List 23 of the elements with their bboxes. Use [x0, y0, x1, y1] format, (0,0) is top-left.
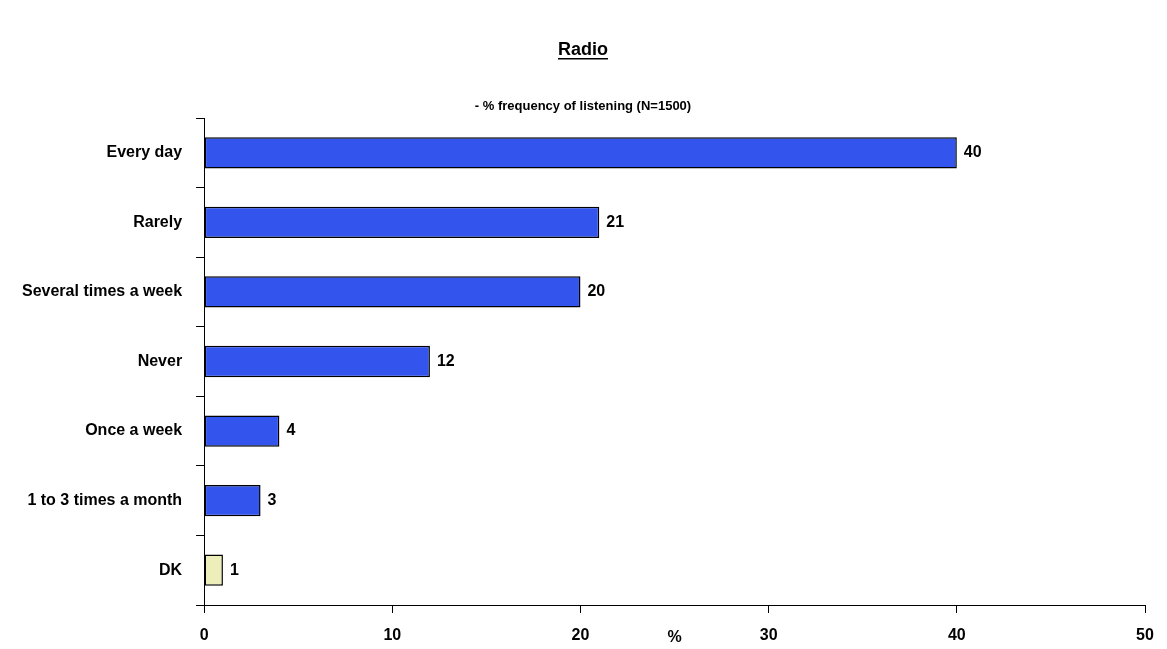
x-tick-label: 0: [199, 626, 209, 644]
x-tick-label: 20: [571, 626, 590, 644]
x-tick-label: 50: [1136, 626, 1154, 644]
x-axis-title: %: [667, 628, 682, 646]
data-label: 1: [229, 560, 239, 578]
y-tick-label: Rarely: [133, 212, 183, 230]
data-label: 4: [286, 421, 296, 439]
data-label: 40: [963, 143, 982, 161]
x-tick-label: 30: [759, 626, 778, 644]
y-tick-label: DK: [159, 560, 183, 578]
y-tick-label: 1 to 3 times a month: [27, 491, 183, 509]
data-label: 3: [267, 491, 277, 509]
y-tick-label: Once a week: [85, 421, 183, 439]
data-label: 21: [606, 212, 625, 230]
data-label: 12: [436, 351, 455, 369]
x-tick-label: 10: [383, 626, 402, 644]
x-tick-label: 40: [947, 626, 966, 644]
y-tick-label: Every day: [106, 143, 183, 161]
chart-subtitle: - % frequency of listening (N=1500): [474, 98, 692, 113]
chart-title: Radio: [557, 39, 609, 59]
y-tick-label: Several times a week: [22, 282, 183, 300]
y-tick-label: Never: [137, 351, 183, 369]
data-label: 20: [587, 282, 606, 300]
